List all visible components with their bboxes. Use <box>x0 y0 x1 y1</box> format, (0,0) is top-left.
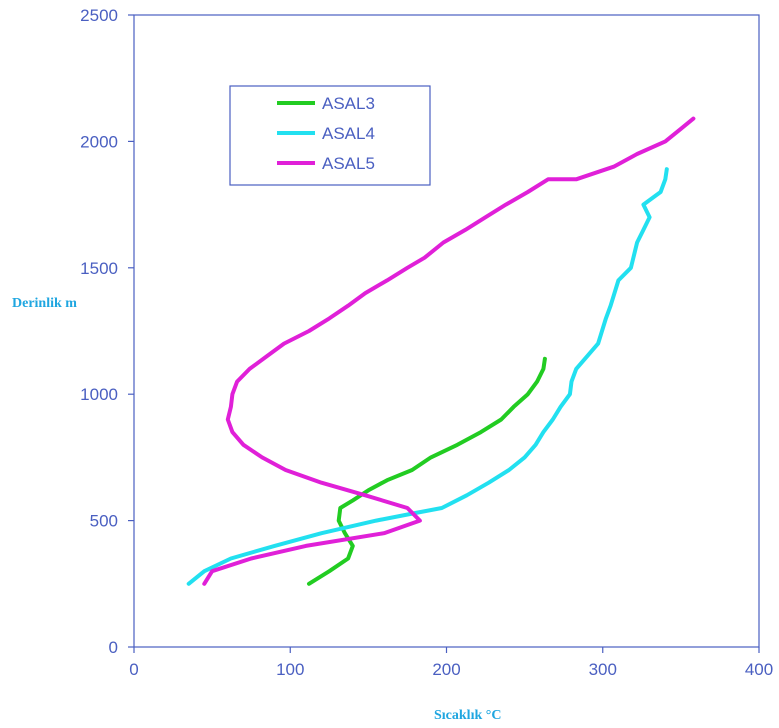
x-tick-label: 300 <box>589 660 617 679</box>
x-tick-label: 0 <box>129 660 138 679</box>
legend-label: ASAL3 <box>322 94 375 113</box>
y-tick-label: 2500 <box>80 6 118 25</box>
x-tick-label: 400 <box>745 660 773 679</box>
y-tick-label: 2000 <box>80 132 118 151</box>
y-tick-label: 1500 <box>80 259 118 278</box>
y-tick-label: 1000 <box>80 385 118 404</box>
y-axis-ticks: 0 500 1000 1500 2000 2500 <box>80 6 134 657</box>
x-tick-label: 200 <box>432 660 460 679</box>
y-tick-label: 500 <box>90 512 118 531</box>
legend-box <box>229 85 431 186</box>
x-axis-title: Sıcaklık °C <box>434 708 501 723</box>
series-line-asal3 <box>307 356 547 586</box>
plot-area <box>133 14 760 648</box>
legend: ASAL3 ASAL4 ASAL5 <box>229 85 431 186</box>
x-tick-label: 100 <box>276 660 304 679</box>
y-tick-label: 0 <box>109 638 118 657</box>
legend-label: ASAL5 <box>322 154 375 173</box>
series-line-asal5 <box>202 116 696 586</box>
y-axis-title: Derinlik m <box>12 296 77 311</box>
series-line-asal4 <box>186 167 669 586</box>
legend-label: ASAL4 <box>322 124 375 143</box>
x-axis-ticks: 0 100 200 300 400 <box>129 647 773 679</box>
series-layer <box>186 116 696 586</box>
